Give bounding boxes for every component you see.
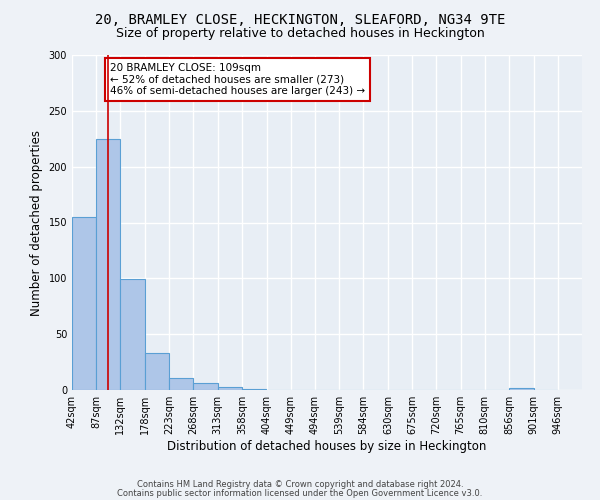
Bar (218, 386, 242, 390)
Text: Contains public sector information licensed under the Open Government Licence v3: Contains public sector information licen… (118, 488, 482, 498)
Bar (242, 389, 266, 390)
Bar (169, 378, 193, 390)
Bar (509, 388, 533, 390)
Bar (145, 353, 169, 390)
X-axis label: Distribution of detached houses by size in Heckington: Distribution of detached houses by size … (167, 440, 487, 453)
Bar (193, 384, 218, 390)
Text: 20, BRAMLEY CLOSE, HECKINGTON, SLEAFORD, NG34 9TE: 20, BRAMLEY CLOSE, HECKINGTON, SLEAFORD,… (95, 12, 505, 26)
Bar (96, 138, 121, 390)
Y-axis label: Number of detached properties: Number of detached properties (30, 130, 43, 316)
Text: Contains HM Land Registry data © Crown copyright and database right 2024.: Contains HM Land Registry data © Crown c… (137, 480, 463, 489)
Text: Size of property relative to detached houses in Heckington: Size of property relative to detached ho… (116, 28, 484, 40)
Bar (72, 217, 96, 390)
Text: 20 BRAMLEY CLOSE: 109sqm
← 52% of detached houses are smaller (273)
46% of semi-: 20 BRAMLEY CLOSE: 109sqm ← 52% of detach… (110, 63, 365, 96)
Bar (121, 280, 145, 390)
